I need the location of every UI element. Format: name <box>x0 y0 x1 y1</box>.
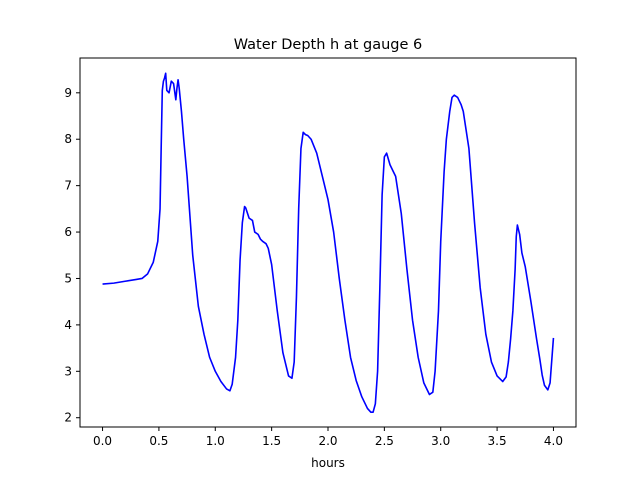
y-tick-label: 3 <box>64 364 72 378</box>
series-layer <box>102 72 555 413</box>
x-tick-label: 2.5 <box>375 434 394 448</box>
x-tick-label: 4.0 <box>544 434 563 448</box>
x-tick-label: 1.0 <box>206 434 225 448</box>
y-tick-label: 2 <box>64 411 72 425</box>
y-tick-label: 7 <box>64 179 72 193</box>
x-axis: 0.0 0.5 1.0 1.5 2.0 2.5 3.0 3.5 4.0 <box>93 427 563 448</box>
chart-title: Water Depth h at gauge 6 <box>234 37 422 53</box>
y-axis: 2 3 4 5 6 7 8 9 <box>64 86 80 425</box>
series-line-0 <box>102 72 555 413</box>
plot-background <box>80 58 576 427</box>
x-tick-label: 1.5 <box>262 434 281 448</box>
y-tick-label: 8 <box>64 132 72 146</box>
x-tick-label: 0.5 <box>149 434 168 448</box>
x-tick-label: 0.0 <box>93 434 112 448</box>
x-tick-label: 3.0 <box>431 434 450 448</box>
x-tick-label: 3.5 <box>488 434 507 448</box>
y-tick-label: 9 <box>64 86 72 100</box>
y-tick-label: 4 <box>64 318 72 332</box>
y-tick-label: 5 <box>64 271 72 285</box>
y-tick-label: 6 <box>64 225 72 239</box>
x-tick-label: 2.0 <box>318 434 337 448</box>
x-axis-label: hours <box>311 456 345 470</box>
